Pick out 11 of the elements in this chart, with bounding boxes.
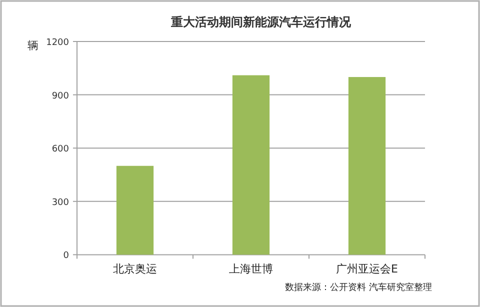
y-tick-label: 300 [52,198,70,208]
x-tick-label: 北京奥运 [113,262,157,276]
y-axis-title: 辆 [28,39,38,52]
chart-title: 重大活动期间新能源汽车运行情况 [170,15,352,29]
y-tick-label: 900 [52,91,70,102]
x-tick-label: 广州亚运会E [336,262,398,276]
x-tick-label: 上海世博 [229,262,273,276]
y-tick-label: 1200 [46,38,70,48]
y-tick-label: 0 [63,251,70,262]
y-tick-label: 600 [52,144,70,155]
source-note: 数据来源：公开资料 汽车研究室整理 [285,282,432,293]
